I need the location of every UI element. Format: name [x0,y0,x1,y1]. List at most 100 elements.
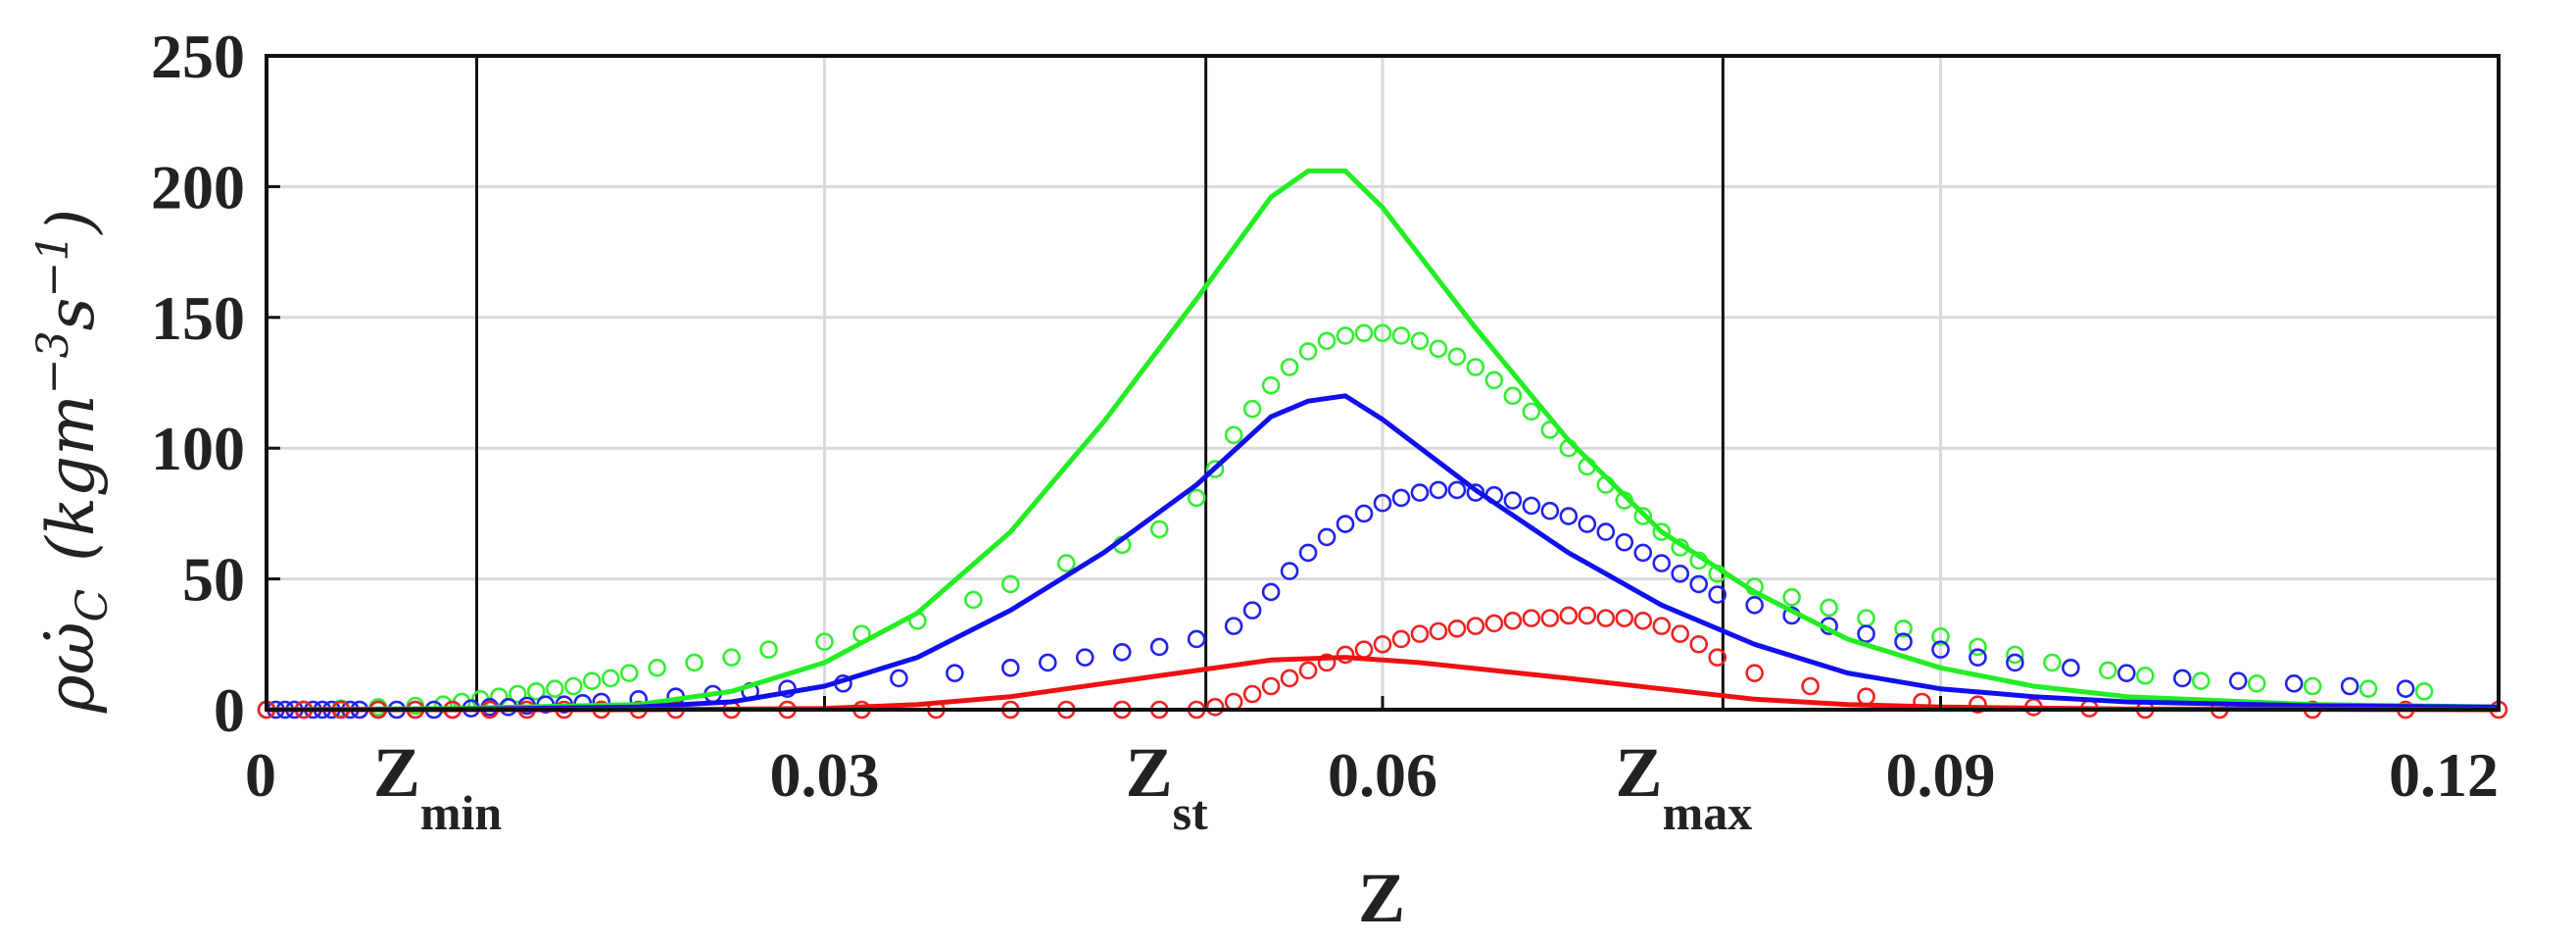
green-circles-point-65 [2043,653,2062,672]
blue-circles-point-46 [1373,493,1392,513]
red-circles-point-39 [1540,609,1560,627]
green-line [266,168,2500,713]
red-circles-point-31 [1391,629,1411,649]
y-tick-label-4: 200 [151,152,245,222]
x-tick-label-3: 0.09 [1886,740,1996,810]
red-circles-point-48 [1708,648,1726,667]
red-circles-point-44 [1633,611,1653,630]
green-circles-point-24 [1001,574,1020,594]
blue-circles-point-42 [1298,543,1318,563]
red-circles-point-40 [1559,606,1579,625]
blue-circles-point-34 [1075,648,1094,667]
x-tick-label-1: 0.03 [770,740,880,810]
blue-circles-point-75 [2172,669,2192,688]
red-circles-point-49 [1745,664,1764,682]
y-axis-title-subscript: C [68,589,118,622]
Z-max-label: Zmax [1616,733,1753,840]
grid [267,56,2499,710]
red-circles-point-35 [1466,617,1485,635]
red-circles-point-51 [1857,687,1875,706]
y-axis-title-close: ) [33,209,109,236]
red-circles-point-43 [1615,609,1634,627]
red-circles-point-47 [1689,634,1709,654]
blue-circles-point-68 [1857,624,1875,643]
green-circles-point-68 [2191,671,2211,690]
green-circles-point-61 [1894,619,1913,638]
red-circles-point-27 [1317,653,1337,672]
red-circles-point-46 [1671,624,1690,643]
blue-circles-point-65 [1745,595,1764,615]
green-circles-point-8 [489,687,509,706]
green-circles-point-71 [2358,679,2378,698]
green-circles-point-11 [545,679,564,698]
blue-circles-point-44 [1336,515,1355,533]
blue-line [266,393,2500,713]
blue-circles-point-37 [1187,629,1206,649]
red-circles-point-50 [1801,676,1820,696]
green-circles-point-41 [1429,339,1448,359]
red-circles-point-53 [1968,695,1987,714]
red-circles-point-33 [1429,621,1448,641]
green-circles-point-12 [563,676,583,696]
green-circles-point-23 [964,590,983,610]
blue-circles-point-76 [2228,671,2248,690]
blue-circles-point-38 [1224,617,1243,635]
green-circles-point-34 [1298,342,1318,361]
blue-circles-point-79 [2396,679,2415,698]
red-circles-point-32 [1410,624,1430,643]
green-circles-point-43 [1466,358,1485,376]
blue-circles-point-73 [2062,659,2080,677]
green-circles-point-52 [1633,507,1653,525]
Z-min-label: Zmin [373,733,503,840]
green-circles-point-5 [434,695,453,714]
green-circles-point-19 [759,640,778,659]
blue-circles-point-43 [1317,527,1337,547]
green-circles-point-63 [1968,637,1987,657]
green-circles-point-32 [1261,375,1281,395]
blue-circles-point-32 [1001,659,1020,677]
blue-circles-point-40 [1261,582,1281,602]
red-circles-point-42 [1596,609,1616,627]
blue-circles-point-57 [1578,515,1597,533]
red-circles-point-24 [1261,676,1281,696]
blue-circles-point-59 [1615,532,1634,552]
blue-circles-point-30 [890,669,908,688]
x-axis-title: Z [1358,859,1405,937]
blue-circles-point-45 [1354,504,1374,523]
blue-circles-point-61 [1652,554,1672,572]
green-circles-point-13 [582,671,602,690]
y-tick-label-0: 0 [214,675,245,745]
green-circles-point-25 [1056,554,1076,572]
green-circles-point-46 [1522,402,1541,422]
red-circles-point-34 [1447,619,1467,638]
green-circles-point-58 [1782,587,1801,607]
blue-circles-point-72 [2006,653,2024,672]
y-tick-label-2: 100 [151,414,245,483]
blue-circles-point-47 [1391,488,1411,508]
y-axis-title-exp1: −3 [28,330,78,394]
green-circles-point-31 [1242,399,1262,419]
green-circles-point-39 [1391,326,1411,345]
red-circles-point-37 [1503,611,1523,630]
x-tick-labels: 0 0.03 0.06 0.09 0.12 [245,740,2499,810]
blue-circles-point-60 [1633,543,1653,563]
red-circles-point-22 [1224,692,1243,712]
green-circles-point-60 [1857,609,1875,627]
blue-circles-point-35 [1112,643,1132,662]
green-circles-point-53 [1652,522,1672,541]
blue-circles-point-55 [1540,501,1560,521]
green-circles-point-35 [1317,331,1337,351]
green-circles-point-20 [815,632,834,651]
blue-circles-point-36 [1149,637,1169,657]
green-circles-point-40 [1410,331,1430,351]
green-circles-point-36 [1336,326,1355,345]
red-circles-point-23 [1242,684,1262,704]
blue-circles-point-62 [1671,564,1690,583]
y-tick-label-1: 50 [182,545,245,615]
green-circles-point-29 [1205,460,1225,478]
red-circles-point-38 [1522,609,1541,627]
green-circles-point-59 [1820,598,1838,618]
green-circles-point-14 [601,669,620,688]
blue-circles-point-56 [1559,507,1579,525]
